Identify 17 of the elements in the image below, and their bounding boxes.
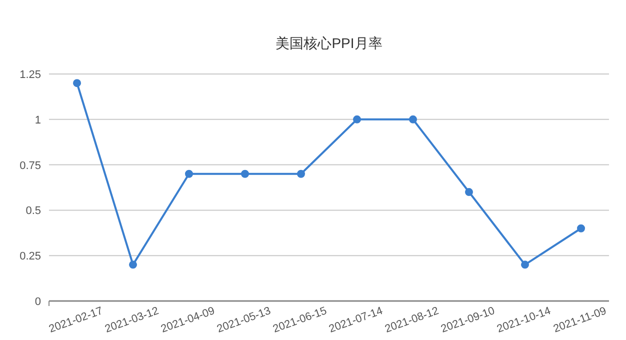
y-tick-label: 1.25 (20, 69, 41, 81)
point (185, 170, 193, 178)
point (521, 260, 529, 269)
y-tick-label: 0.25 (20, 250, 41, 263)
y-tick-label: 1 (34, 114, 41, 126)
point (129, 260, 137, 269)
chart-title: 美国核心PPI月率 (276, 35, 382, 51)
point (241, 170, 249, 178)
y-tick-label: 0 (34, 296, 41, 308)
point (465, 188, 473, 196)
point (73, 79, 81, 88)
point (353, 115, 361, 124)
point (409, 115, 417, 124)
point (297, 170, 305, 178)
y-tick-label: 0.5 (26, 205, 41, 218)
point (577, 224, 585, 232)
y-tick-label: 0.75 (20, 160, 41, 172)
